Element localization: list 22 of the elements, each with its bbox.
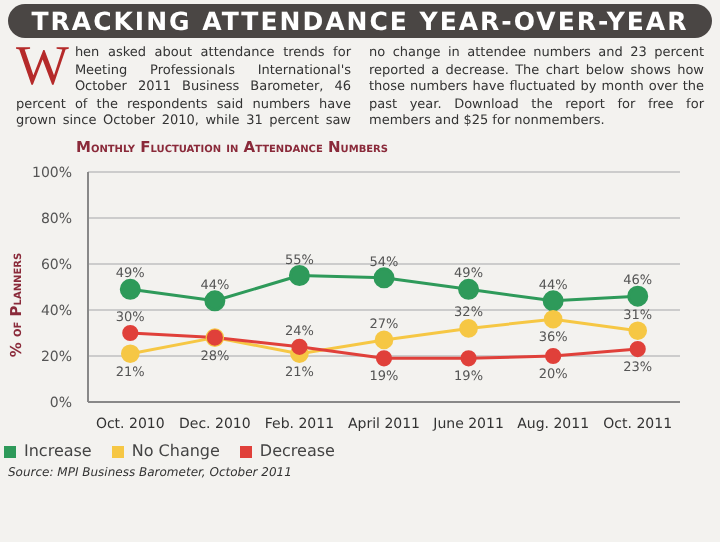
legend-label: Decrease bbox=[259, 441, 335, 460]
point bbox=[291, 338, 308, 355]
point bbox=[120, 344, 140, 363]
point bbox=[543, 309, 563, 329]
legend-label: No Change bbox=[131, 441, 220, 460]
chart-title: TRACKING ATTENDANCE YEAR-OVER-YEAR bbox=[8, 4, 712, 38]
point bbox=[460, 350, 477, 367]
point bbox=[204, 290, 226, 312]
point bbox=[122, 324, 139, 342]
point bbox=[119, 278, 141, 300]
point bbox=[542, 290, 564, 312]
point bbox=[288, 264, 310, 286]
point bbox=[459, 319, 478, 338]
point bbox=[629, 340, 646, 358]
point bbox=[373, 267, 395, 289]
point bbox=[458, 278, 480, 300]
point bbox=[545, 347, 562, 365]
point bbox=[627, 285, 649, 307]
legend-label: Increase bbox=[24, 441, 92, 460]
point bbox=[374, 330, 394, 350]
point bbox=[628, 321, 648, 340]
point bbox=[375, 350, 393, 367]
